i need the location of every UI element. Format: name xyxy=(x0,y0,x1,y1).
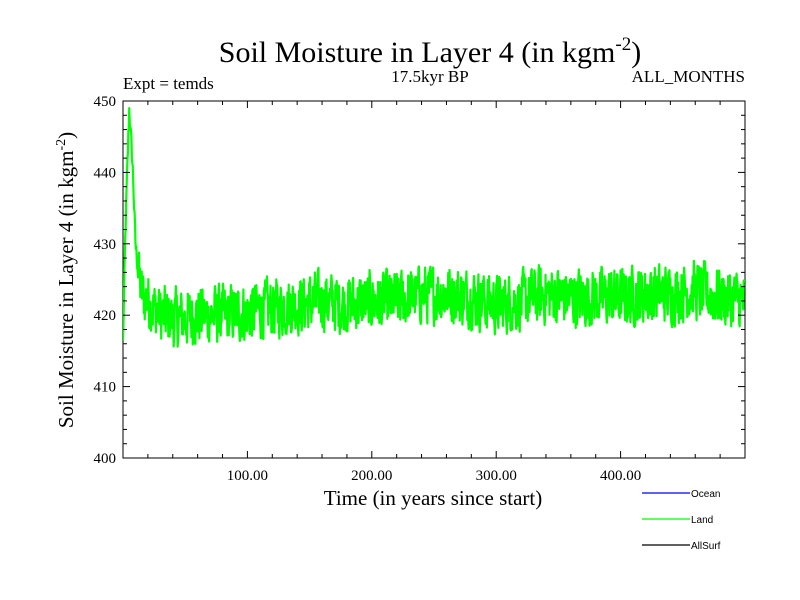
y-tick-label: 410 xyxy=(94,380,117,396)
y-tick-label: 430 xyxy=(94,237,117,253)
y-tick-label: 450 xyxy=(94,94,117,110)
plot-frame xyxy=(122,100,746,459)
x-axis-label: Time (in years since start) xyxy=(324,486,543,510)
legend-label-ocean: Ocean xyxy=(691,489,720,500)
x-tick-label: 400.00 xyxy=(600,468,641,484)
y-tick-label: 400 xyxy=(94,451,117,467)
series-line-land xyxy=(123,107,745,348)
legend: Ocean Land AllSurf xyxy=(642,489,721,552)
legend-label-allsurf: AllSurf xyxy=(691,541,721,552)
y-axis-ticks: 400 410 420 430 440 450 xyxy=(94,94,745,467)
y-tick-label: 420 xyxy=(94,308,117,324)
x-tick-label: 100.00 xyxy=(227,468,268,484)
subtitle-experiment: Expt = temds xyxy=(123,74,214,93)
legend-label-land: Land xyxy=(691,515,713,526)
y-tick-label: 440 xyxy=(94,165,117,181)
chart-title: Soil Moisture in Layer 4 (in kgm-2) xyxy=(219,34,641,69)
subtitle-months: ALL_MONTHS xyxy=(632,67,745,86)
y-axis-label: Soil Moisture in Layer 4 (in kgm-2) xyxy=(54,132,78,428)
subtitle-period: 17.5kyr BP xyxy=(391,67,468,86)
x-tick-label: 300.00 xyxy=(476,468,517,484)
x-axis-ticks: 100.00 200.00 300.00 400.00 xyxy=(147,101,721,484)
x-tick-label: 200.00 xyxy=(351,468,392,484)
